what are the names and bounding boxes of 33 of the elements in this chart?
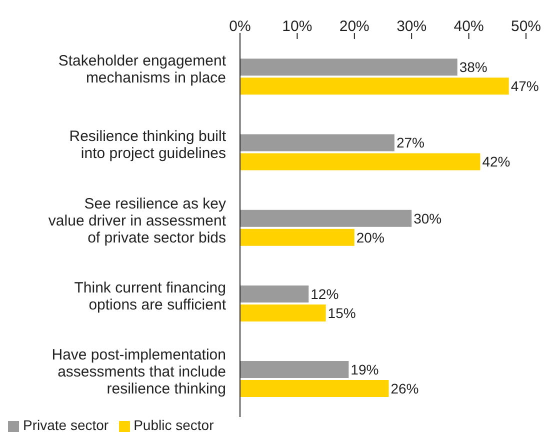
bar bbox=[240, 228, 354, 246]
bar bbox=[240, 304, 326, 322]
data-label: 15% bbox=[328, 304, 356, 321]
data-label: 47% bbox=[510, 78, 539, 94]
y-tick-label: See resilience as key value driver in assessment of private sector bids bbox=[48, 195, 227, 246]
x-tick-label: 10% bbox=[282, 18, 312, 35]
y-tick-label: Have post-implementation assessments that include resilience thinking bbox=[52, 346, 226, 398]
bar bbox=[240, 153, 480, 170]
data-label: 19% bbox=[350, 361, 379, 378]
data-label: 30% bbox=[414, 210, 442, 226]
x-tick-label: 20% bbox=[339, 18, 370, 35]
y-tick-label: Resilience thinking built into project guidelines bbox=[69, 128, 227, 162]
x-tick-label: 50% bbox=[510, 18, 542, 35]
legend-label: Private sector bbox=[23, 417, 109, 433]
x-tick-label: 0% bbox=[229, 18, 251, 35]
data-label: 42% bbox=[482, 154, 510, 170]
data-label: 27% bbox=[396, 134, 424, 151]
bar bbox=[240, 380, 389, 398]
bar bbox=[240, 58, 458, 76]
y-tick-label: Think current financing options are sufficient bbox=[74, 279, 227, 314]
data-label: 38% bbox=[459, 59, 488, 76]
x-tick-label: 40% bbox=[454, 18, 484, 35]
y-tick-label: Stakeholder engagement mechanisms in place bbox=[58, 52, 227, 87]
x-tick-label: 30% bbox=[396, 18, 427, 35]
bar bbox=[240, 361, 349, 378]
legend-label: Public sector bbox=[134, 417, 214, 433]
bar bbox=[240, 285, 309, 302]
bar bbox=[240, 210, 412, 227]
data-label: 12% bbox=[310, 286, 339, 302]
bar bbox=[240, 134, 394, 152]
data-label: 26% bbox=[390, 380, 419, 396]
data-label: 20% bbox=[356, 229, 384, 246]
bar bbox=[240, 78, 509, 95]
